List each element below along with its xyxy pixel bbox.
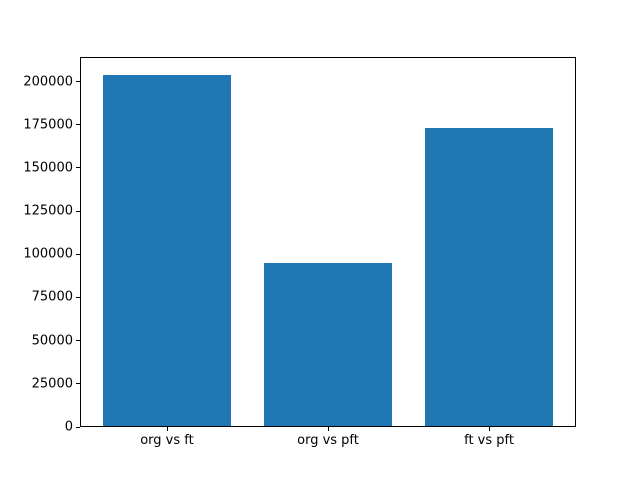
y-tick-mark xyxy=(76,253,80,255)
y-tick-label: 50000 xyxy=(31,333,73,349)
y-tick-mark xyxy=(76,426,80,428)
y-tick-label: 200000 xyxy=(23,74,73,90)
bar-1 xyxy=(263,262,393,427)
y-tick-mark xyxy=(76,383,80,385)
y-tick-label: 0 xyxy=(64,419,73,435)
bar-2 xyxy=(424,128,554,427)
y-tick-mark xyxy=(76,124,80,126)
y-tick-mark xyxy=(76,81,80,83)
x-tick-label: ft vs pft xyxy=(464,433,514,448)
y-tick-label: 25000 xyxy=(31,376,73,392)
x-tick-mark xyxy=(166,427,168,431)
y-tick-label: 100000 xyxy=(23,246,73,262)
y-tick-mark xyxy=(76,210,80,212)
bar-0 xyxy=(102,74,232,427)
y-tick-mark xyxy=(76,340,80,342)
y-tick-mark xyxy=(76,296,80,298)
x-tick-mark xyxy=(328,427,329,431)
y-tick-mark xyxy=(76,167,80,169)
y-tick-label: 175000 xyxy=(23,117,73,133)
y-tick-label: 75000 xyxy=(31,289,73,305)
x-tick-label: org vs pft xyxy=(297,433,359,448)
x-tick-mark xyxy=(489,427,491,431)
x-tick-label: org vs ft xyxy=(140,433,194,448)
y-tick-label: 125000 xyxy=(23,203,73,219)
y-tick-label: 150000 xyxy=(23,160,73,176)
